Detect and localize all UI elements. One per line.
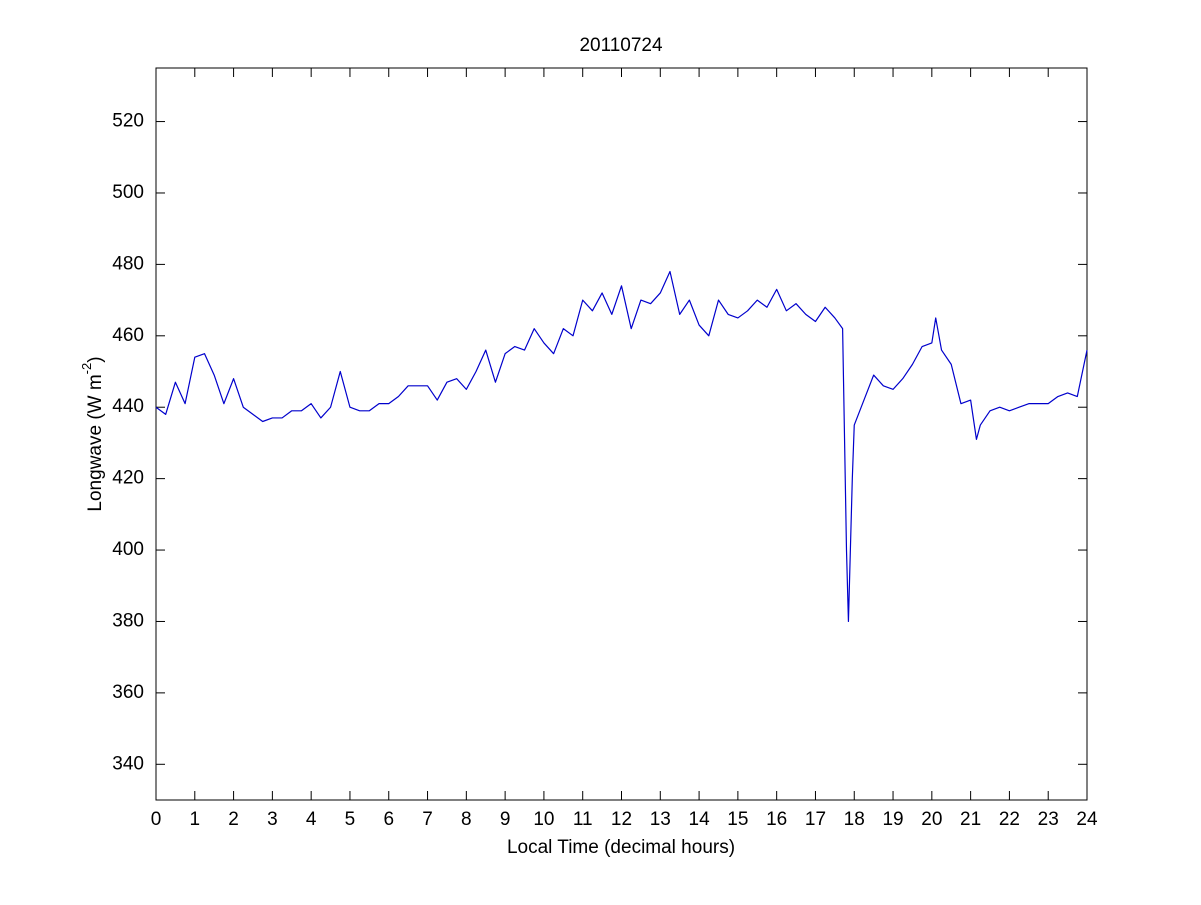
x-tick-label: 14 bbox=[689, 809, 711, 830]
x-tick-label: 13 bbox=[650, 809, 671, 830]
x-tick-label: 3 bbox=[267, 809, 278, 830]
x-tick-label: 22 bbox=[999, 809, 1020, 830]
x-tick-label: 1 bbox=[190, 809, 201, 830]
x-tick-label: 11 bbox=[573, 809, 593, 830]
y-tick-label: 340 bbox=[112, 753, 144, 774]
x-tick-label: 15 bbox=[727, 809, 748, 830]
x-axis-label: Local Time (decimal hours) bbox=[507, 837, 735, 858]
y-tick-label: 360 bbox=[112, 682, 144, 703]
y-label-suffix: ) bbox=[85, 356, 106, 362]
y-tick-label: 420 bbox=[112, 468, 144, 489]
x-tick-label: 2 bbox=[228, 809, 239, 830]
x-tick-label: 7 bbox=[422, 809, 433, 830]
y-label-superscript: -2 bbox=[79, 363, 94, 375]
x-tick-label: 12 bbox=[611, 809, 632, 830]
y-tick-label: 520 bbox=[112, 111, 144, 132]
x-tick-label: 5 bbox=[345, 809, 356, 830]
x-tick-label: 16 bbox=[766, 809, 787, 830]
y-label-text: Longwave (W m bbox=[85, 374, 106, 511]
x-tick-label: 20 bbox=[921, 809, 942, 830]
x-tick-label: 8 bbox=[461, 809, 472, 830]
y-tick-label: 500 bbox=[112, 182, 144, 203]
y-axis-label: Longwave (W m-2) bbox=[79, 356, 106, 511]
x-tick-label: 10 bbox=[533, 809, 554, 830]
data-line bbox=[155, 270, 1088, 623]
chart-title: 20110724 bbox=[579, 35, 663, 56]
x-tick-label: 4 bbox=[306, 809, 317, 830]
y-tick-label: 440 bbox=[112, 396, 144, 417]
x-tick-label: 21 bbox=[960, 809, 981, 830]
x-tick-label: 18 bbox=[844, 809, 865, 830]
x-tick-label: 0 bbox=[151, 809, 162, 830]
x-tick-label: 17 bbox=[805, 809, 826, 830]
y-tick-label: 400 bbox=[112, 539, 144, 560]
x-tick-label: 9 bbox=[500, 809, 511, 830]
x-tick-label: 19 bbox=[882, 809, 903, 830]
x-tick-label: 24 bbox=[1076, 809, 1098, 830]
y-tick-label: 480 bbox=[112, 253, 144, 274]
x-tick-label: 6 bbox=[383, 809, 394, 830]
x-tick-label: 23 bbox=[1038, 809, 1059, 830]
y-tick-label: 460 bbox=[112, 325, 144, 346]
y-tick-label: 380 bbox=[112, 610, 144, 631]
plot-frame bbox=[155, 67, 1088, 801]
